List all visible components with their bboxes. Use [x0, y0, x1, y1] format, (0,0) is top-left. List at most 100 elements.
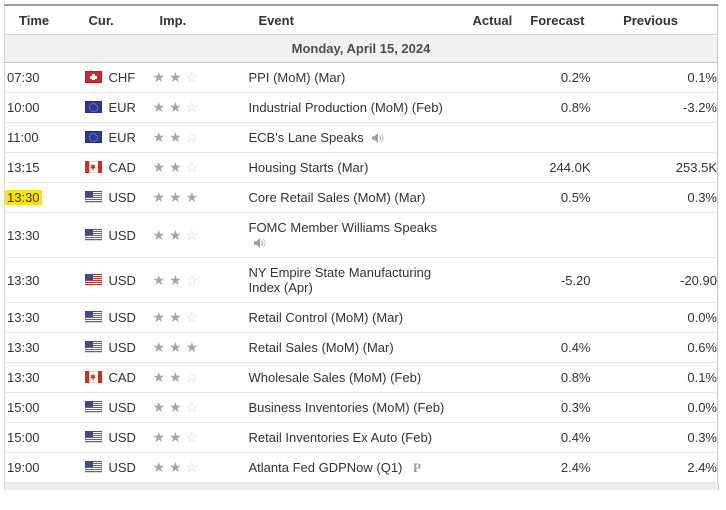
star-empty-icon: ☆ — [185, 429, 199, 445]
previous-value — [590, 212, 718, 258]
currency-code: CAD — [108, 160, 136, 175]
star-filled-icon: ★ — [169, 226, 182, 243]
actual-value — [472, 257, 517, 303]
event-row[interactable]: 13:15 CAD ★ ★ ☆ Housing Starts (Mar) 244.0… — [4, 152, 718, 183]
event-link[interactable]: Retail Inventories Ex Auto (Feb) — [248, 430, 433, 445]
currency-code: CHF — [108, 70, 136, 85]
star-filled-icon: ★ — [169, 271, 182, 288]
star-filled-icon: ★ — [152, 159, 166, 175]
flag-usd-icon — [84, 228, 102, 241]
event-time: 07:30 — [7, 70, 40, 85]
event-link[interactable]: Retail Sales (MoM) (Mar) — [248, 340, 394, 355]
event-currency-cell: USD — [84, 332, 153, 363]
event-time-cell: 10:00 — [4, 92, 85, 123]
event-time-cell: 13:30 — [4, 257, 85, 303]
importance-stars: ★ ★ ☆ — [153, 70, 203, 85]
star-empty-icon: ☆ — [185, 69, 199, 85]
event-currency-cell: USD — [84, 422, 153, 453]
event-cell: Retail Inventories Ex Auto (Feb) — [248, 422, 473, 453]
event-time: 19:00 — [7, 460, 40, 475]
previous-value: 0.3% — [590, 422, 718, 453]
event-row[interactable]: 15:00 USD ★ ★ ☆ Business Inventories (MoM)… — [4, 392, 718, 423]
actual-value — [472, 422, 517, 453]
actual-value — [472, 302, 517, 333]
event-row[interactable]: 11:00 EUR ★ ★ ☆ ECB's Lane Speaks — [4, 122, 718, 153]
event-link[interactable]: Industrial Production (MoM) (Feb) — [248, 100, 443, 115]
star-filled-icon: ★ — [169, 189, 182, 205]
importance-stars: ★ ★ ★ — [153, 340, 203, 355]
currency-code: USD — [108, 340, 136, 355]
actual-value — [472, 92, 517, 123]
star-filled-icon: ★ — [169, 129, 182, 145]
column-header-actual: Actual — [472, 5, 517, 35]
column-header-row: Time Cur. Imp. Event Actual Forecast Pre… — [4, 5, 718, 35]
event-link[interactable]: ECB's Lane Speaks — [248, 130, 364, 145]
importance-cell: ★ ★ ☆ — [152, 392, 249, 423]
currency-code: CAD — [108, 370, 136, 385]
event-time: 13:30 — [7, 370, 40, 385]
flag-usd-icon — [84, 191, 102, 203]
maple-leaf-icon — [90, 373, 96, 381]
event-time-cell: 07:30 — [4, 62, 85, 93]
event-link[interactable]: FOMC Member Williams Speaks — [248, 220, 438, 235]
event-time-cell: 13:15 — [4, 152, 85, 183]
event-row[interactable]: 13:30 CAD ★ ★ ☆ Wholesale Sales (MoM) (Feb… — [4, 362, 718, 393]
event-row[interactable]: 10:00 EUR ★ ★ ☆ Industrial Production (MoM… — [4, 92, 718, 123]
event-currency-cell: USD — [84, 212, 153, 258]
importance-stars: ★ ★ ☆ — [153, 226, 203, 243]
star-empty-icon: ☆ — [185, 99, 199, 115]
event-link[interactable]: PPI (MoM) (Mar) — [248, 70, 346, 85]
flag-usd-icon — [84, 341, 102, 353]
importance-cell: ★ ★ ☆ — [152, 257, 249, 303]
event-cell: Retail Control (MoM) (Mar) — [248, 302, 473, 333]
previous-value: 0.0% — [590, 392, 718, 423]
event-link[interactable]: Atlanta Fed GDPNow (Q1) — [248, 460, 403, 475]
importance-stars: ★ ★ ★ — [153, 190, 203, 205]
event-link[interactable]: Core Retail Sales (MoM) (Mar) — [248, 190, 426, 205]
star-filled-icon: ★ — [169, 399, 182, 415]
event-time-cell: 13:30 — [4, 362, 85, 393]
event-link[interactable]: Business Inventories (MoM) (Feb) — [248, 400, 445, 415]
event-row[interactable]: 13:30 USD ★ ★ ☆ Retail Control (MoM) (Mar)… — [4, 302, 718, 333]
currency-code: USD — [108, 272, 136, 288]
event-link[interactable]: NY Empire State Manufacturing Index (Apr… — [248, 265, 432, 295]
event-row[interactable]: 13:30 USD ★ ★ ★ Core Retail Sales (MoM) (M… — [4, 182, 718, 213]
forecast-value: -5.20 — [516, 257, 591, 303]
previous-value: -20.90 — [590, 257, 718, 303]
event-link[interactable]: Wholesale Sales (MoM) (Feb) — [248, 370, 422, 385]
event-row[interactable]: 13:30 USD ★ ★ ☆ NY Empire State Manufactur… — [4, 257, 718, 303]
forecast-value: 0.2% — [516, 62, 591, 93]
event-time: 10:00 — [7, 100, 40, 115]
column-header-time: Time — [4, 5, 85, 35]
importance-stars: ★ ★ ☆ — [153, 310, 203, 325]
preliminary-icon: P — [413, 460, 421, 475]
previous-value: 0.1% — [590, 62, 718, 93]
importance-cell: ★ ★ ★ — [152, 182, 249, 213]
event-cell: Housing Starts (Mar) — [248, 152, 473, 183]
actual-value — [472, 152, 517, 183]
importance-cell: ★ ★ ☆ — [152, 422, 249, 453]
event-row[interactable]: 07:30 CHF ★ ★ ☆ PPI (MoM) (Mar) 0.2% 0.1% — [4, 62, 718, 93]
event-time-cell: 15:00 — [4, 422, 85, 453]
event-row[interactable]: 13:30 USD ★ ★ ☆ FOMC Member Williams Speak… — [4, 212, 718, 258]
event-link[interactable]: Housing Starts (Mar) — [248, 160, 369, 175]
star-filled-icon: ★ — [152, 271, 166, 288]
star-filled-icon: ★ — [169, 429, 182, 445]
currency-code: USD — [108, 430, 136, 445]
event-row[interactable]: 13:30 USD ★ ★ ★ Retail Sales (MoM) (Mar) 0… — [4, 332, 718, 363]
next-day-band — [4, 483, 719, 490]
event-row[interactable]: 15:00 USD ★ ★ ☆ Retail Inventories Ex Auto… — [4, 422, 718, 453]
star-empty-icon: ☆ — [185, 399, 199, 415]
forecast-value: 0.8% — [516, 362, 591, 393]
star-filled-icon: ★ — [152, 369, 166, 385]
event-row[interactable]: 19:00 USD ★ ★ ☆ Atlanta Fed GDPNow (Q1) P … — [4, 452, 718, 483]
previous-value — [590, 122, 718, 153]
currency-code: EUR — [108, 130, 136, 145]
event-cell: Business Inventories (MoM) (Feb) — [248, 392, 473, 423]
importance-stars: ★ ★ ☆ — [153, 130, 203, 145]
star-filled-icon: ★ — [169, 159, 182, 175]
star-empty-icon: ☆ — [185, 309, 199, 325]
event-link[interactable]: Retail Control (MoM) (Mar) — [248, 310, 404, 325]
event-currency-cell: CAD — [84, 362, 153, 393]
flag-eur-icon — [84, 101, 102, 113]
